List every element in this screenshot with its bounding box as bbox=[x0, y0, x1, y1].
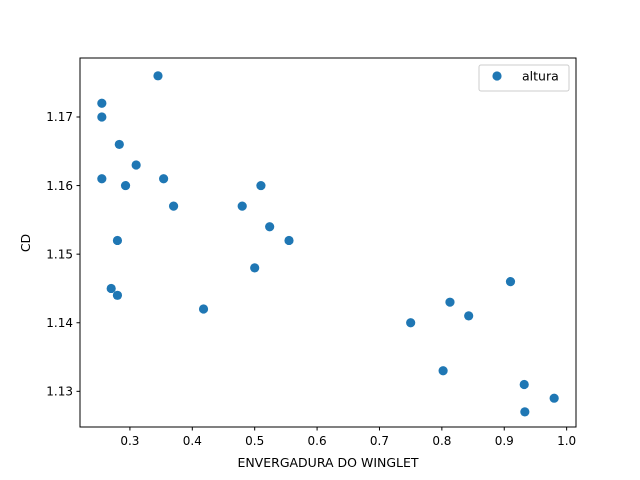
x-tick-label: 0.7 bbox=[370, 434, 389, 448]
x-tick-label: 0.8 bbox=[432, 434, 451, 448]
data-point bbox=[438, 366, 448, 376]
data-point bbox=[519, 379, 529, 390]
x-tick-label: 1.0 bbox=[557, 434, 576, 448]
data-point bbox=[106, 283, 116, 294]
y-tick-label: 1.17 bbox=[46, 110, 73, 124]
data-point bbox=[112, 235, 123, 246]
data-point bbox=[198, 304, 209, 314]
y-tick-label: 1.16 bbox=[46, 179, 73, 193]
data-point bbox=[237, 201, 247, 211]
data-point bbox=[168, 201, 179, 211]
data-point bbox=[131, 160, 141, 170]
data-point bbox=[520, 407, 530, 417]
plot-area bbox=[79, 57, 577, 428]
data-point bbox=[505, 276, 516, 287]
y-tick-label: 1.14 bbox=[46, 316, 73, 330]
x-tick-label: 0.5 bbox=[245, 434, 264, 448]
x-axis-label: ENVERGADURA DO WINGLET bbox=[237, 455, 418, 470]
data-point bbox=[120, 180, 131, 191]
data-point bbox=[549, 393, 559, 403]
x-tick-label: 0.3 bbox=[120, 434, 139, 448]
data-point bbox=[445, 297, 455, 307]
legend-marker bbox=[492, 71, 502, 81]
legend: altura bbox=[478, 64, 570, 92]
data-point bbox=[250, 263, 260, 273]
legend-label-altura: altura bbox=[522, 69, 559, 84]
data-point bbox=[464, 311, 474, 321]
data-point bbox=[284, 235, 294, 246]
data-point bbox=[256, 180, 266, 191]
data-point bbox=[97, 174, 107, 184]
data-point bbox=[406, 318, 416, 328]
data-point bbox=[159, 174, 169, 184]
data-point bbox=[114, 139, 124, 150]
x-axis: 0.3 0.4 0.5 0.6 0.7 0.8 0.9 1.0 bbox=[120, 427, 576, 448]
x-tick-label: 0.9 bbox=[495, 434, 514, 448]
data-points bbox=[97, 71, 559, 417]
x-tick-label: 0.4 bbox=[183, 434, 202, 448]
y-axis: 1.13 1.14 1.15 1.16 1.17 bbox=[46, 110, 80, 399]
x-tick-label: 0.6 bbox=[308, 434, 327, 448]
data-point bbox=[112, 290, 123, 300]
y-tick-label: 1.13 bbox=[46, 385, 73, 399]
y-tick-label: 1.15 bbox=[46, 247, 73, 261]
data-point bbox=[97, 112, 107, 122]
data-point bbox=[153, 71, 163, 81]
legend-box bbox=[478, 64, 570, 92]
y-axis-label: CD bbox=[18, 234, 33, 252]
data-point bbox=[97, 98, 107, 108]
data-point bbox=[265, 222, 275, 232]
